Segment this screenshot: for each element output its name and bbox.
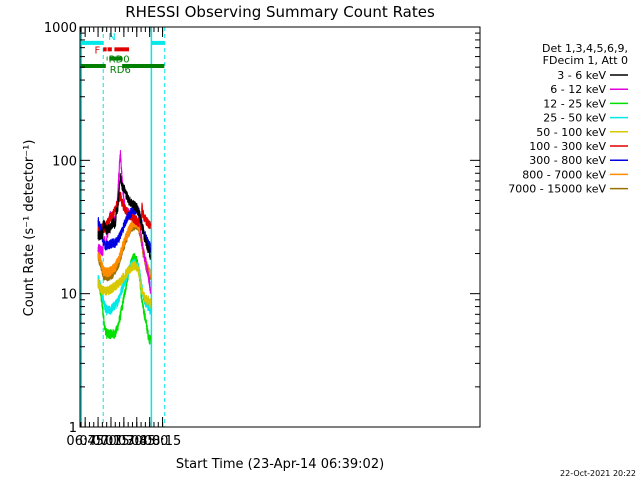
x-tick-label: 07:15: [92, 434, 129, 449]
legend-label-100-300-kev: 100 - 300 keV: [529, 140, 606, 153]
legend-label-7000-15000-kev: 7000 - 15000 keV: [508, 183, 606, 196]
legend-label-300-800-kev: 300 - 800 keV: [529, 154, 606, 167]
y-tick-label: 100: [52, 154, 77, 169]
flag-rd6-label: RD6: [110, 65, 131, 76]
y-axis-label: Count Rate (s⁻¹ detector⁻¹): [22, 140, 37, 317]
flag-rd0-label: RD0: [109, 55, 130, 66]
x-tick-label: 08:15: [144, 434, 181, 449]
series-line-3-6-kev: [97, 173, 152, 260]
legend-label-25-50-kev: 25 - 50 keV: [543, 112, 606, 125]
x-tick-label: 07:30: [105, 434, 142, 449]
x-tick-label: 06:45: [66, 434, 103, 449]
x-tick-label: 08:00: [131, 434, 168, 449]
flag-f-label: F: [94, 45, 100, 56]
y-tick-label: 1000: [44, 21, 77, 36]
legend-label-6-12-kev: 6 - 12 keV: [550, 83, 606, 96]
x-tick-label: 07:00: [79, 434, 116, 449]
chart-title: RHESSI Observing Summary Count Rates: [125, 3, 435, 21]
x-axis-label: Start Time (23-Apr-14 06:39:02): [176, 457, 384, 472]
x-tick-label: 07:45: [118, 434, 155, 449]
y-tick-label: 1: [69, 421, 77, 436]
legend-header-line: FDecim 1, Att 0: [543, 54, 628, 67]
legend-header-line: Det 1,3,4,5,6,9,: [542, 42, 628, 55]
legend-label-3-6-kev: 3 - 6 keV: [557, 69, 606, 82]
legend-label-12-25-kev: 12 - 25 keV: [543, 97, 606, 110]
series-line-100-300-kev: [97, 191, 152, 235]
series-line-12-25-kev: [97, 253, 152, 345]
legend-label-800-7000-kev: 800 - 7000 keV: [522, 168, 606, 181]
y-tick-label: 10: [60, 288, 77, 303]
legend: Det 1,3,4,5,6,9,FDecim 1, Att 0 3 - 6 keV…: [508, 42, 628, 196]
legend-label-50-100-kev: 50 - 100 keV: [536, 126, 606, 139]
series-line-50-100-kev: [97, 260, 152, 309]
timestamp: 22-Oct-2021 20:22: [560, 469, 636, 478]
series-line-6-12-kev: [97, 150, 152, 294]
axes-frame: [79, 26, 481, 428]
flag-n-label: N: [108, 32, 115, 43]
